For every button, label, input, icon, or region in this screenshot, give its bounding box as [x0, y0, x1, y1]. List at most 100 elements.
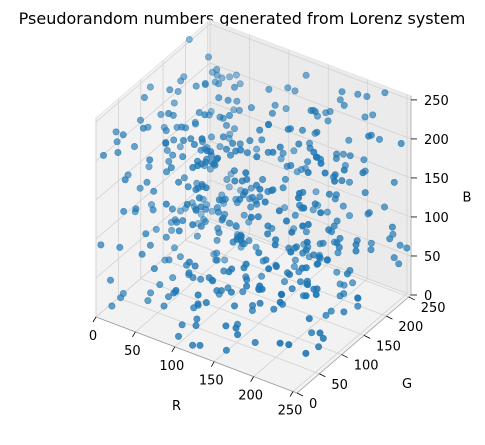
- scatter-point: [264, 222, 272, 230]
- scatter-point: [268, 109, 276, 117]
- scatter-point: [256, 299, 264, 307]
- scatter-point: [189, 221, 197, 229]
- scatter-point: [171, 244, 179, 252]
- scatter-point: [291, 211, 299, 219]
- scatter-point: [340, 308, 348, 316]
- scatter-point: [367, 246, 375, 254]
- scatter-point: [222, 346, 230, 354]
- scatter-point: [167, 164, 175, 172]
- scatter-point: [333, 239, 341, 247]
- scatter-point: [305, 315, 313, 323]
- z-gridline: [209, 101, 412, 179]
- scatter-point: [333, 268, 341, 276]
- axes-edges: [95, 96, 412, 394]
- scatter-point: [354, 302, 362, 310]
- scatter-point: [243, 276, 251, 284]
- scatter-point: [137, 116, 145, 124]
- scatter-point: [276, 298, 284, 306]
- scatter-point: [291, 87, 299, 95]
- scatter-point: [243, 282, 251, 290]
- scatter-point: [232, 324, 240, 332]
- scatter-point: [226, 73, 234, 81]
- scatter-point: [245, 237, 253, 245]
- scatter-point: [315, 343, 323, 351]
- scatter-point: [165, 110, 173, 118]
- scatter-point: [169, 151, 177, 159]
- scatter-point: [324, 117, 332, 125]
- scatter-point: [325, 226, 333, 234]
- scatter-point: [303, 277, 311, 285]
- scatter-point: [177, 207, 185, 215]
- scatter-point: [247, 203, 255, 211]
- scatter-point: [248, 193, 256, 201]
- scatter-point: [359, 169, 367, 177]
- y-axis-label: G: [402, 377, 412, 392]
- scatter-point: [249, 301, 257, 309]
- scatter-point: [279, 149, 287, 157]
- scatter-point: [300, 204, 308, 212]
- scatter-point: [214, 154, 222, 162]
- scatter-point: [175, 178, 183, 186]
- scatter-point: [166, 86, 174, 94]
- scatter-point: [276, 143, 284, 151]
- scatter-point: [290, 263, 298, 271]
- scatter-point: [304, 169, 312, 177]
- scatter-point: [113, 138, 121, 146]
- scatter-point: [193, 315, 201, 323]
- scatter-point: [217, 287, 225, 295]
- scatter-point: [163, 146, 171, 154]
- scatter-point: [258, 136, 266, 144]
- scatter-point: [331, 177, 339, 185]
- scatter-point: [170, 289, 178, 297]
- scatter-point: [157, 111, 165, 119]
- z-gridline: [209, 23, 412, 101]
- scatter-point: [284, 125, 292, 133]
- scatter-point: [284, 84, 292, 92]
- y-gridline: [118, 297, 320, 375]
- scatter-point: [199, 138, 207, 146]
- scatter-point: [246, 137, 254, 145]
- scatter-point: [185, 35, 193, 43]
- scatter-point: [345, 212, 353, 220]
- scatter-point: [302, 292, 310, 300]
- scatter-point: [215, 196, 223, 204]
- scatter-point: [242, 260, 250, 268]
- scatter-point: [315, 253, 323, 261]
- scatter-point: [302, 228, 310, 236]
- scatter-point: [297, 166, 305, 174]
- scatter-point: [262, 256, 270, 264]
- scatter-point: [369, 111, 377, 119]
- scatter-point: [235, 106, 243, 114]
- scatter-point: [136, 184, 144, 192]
- scatter-point: [163, 168, 171, 176]
- scatter-point: [254, 213, 262, 221]
- scatter-point: [340, 101, 348, 109]
- scatter-point: [192, 186, 200, 194]
- scatter-point: [107, 276, 115, 284]
- scatter-point: [302, 246, 310, 254]
- scatter-point: [146, 83, 154, 91]
- scatter-point: [237, 237, 245, 245]
- scatter-point: [278, 291, 286, 299]
- scatter-point: [170, 99, 178, 107]
- scatter-point: [308, 329, 316, 337]
- scatter-point: [226, 112, 234, 120]
- y-tick-mark: [408, 296, 415, 301]
- scatter-point: [229, 139, 237, 147]
- scatter-point: [236, 140, 244, 148]
- scatter-point: [286, 270, 294, 278]
- scatter-point: [179, 153, 187, 161]
- scatter-point: [287, 248, 295, 256]
- scatter-point: [332, 155, 340, 163]
- scatter-point: [240, 211, 248, 219]
- scatter-point: [264, 188, 272, 196]
- scatter-point: [221, 195, 229, 203]
- scatter-point: [321, 169, 329, 177]
- scatter-point: [339, 150, 347, 158]
- scatter-point: [247, 213, 255, 221]
- scatter-point: [345, 178, 353, 186]
- scatter-point: [375, 135, 383, 143]
- y-tick-label: 50: [331, 378, 348, 393]
- scatter-point: [343, 270, 351, 278]
- scatter-point: [202, 184, 210, 192]
